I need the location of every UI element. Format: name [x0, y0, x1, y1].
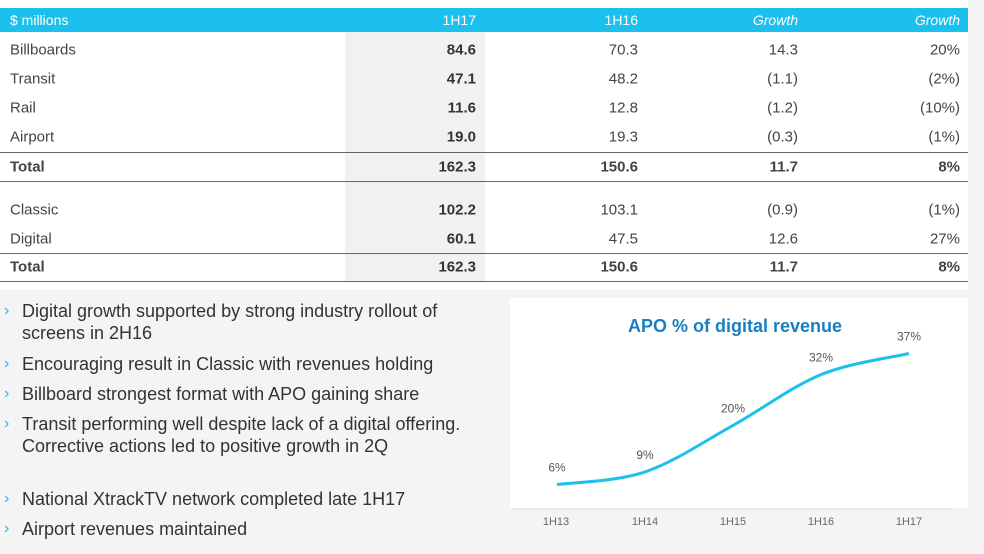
table-cell: 47.5 [608, 230, 638, 247]
table-cell: 70.3 [608, 41, 638, 58]
header-cell: 1H17 [442, 12, 476, 28]
x-tick-label: 1H13 [543, 516, 569, 528]
apo-chart [510, 298, 968, 508]
bullet-item: › Transit performing well despite lack of… [0, 413, 490, 457]
series-line [556, 352, 910, 487]
table-cell: Transit [10, 70, 56, 87]
table-cell: 14.3 [768, 41, 798, 58]
table-row: Transit 47.1 48.2 (1.1) (2%) [0, 64, 968, 93]
table-cell: 103.1 [600, 201, 638, 218]
data-label: 37% [897, 329, 921, 343]
table-row: Total 162.3 150.6 11.7 8% [0, 252, 968, 281]
table-cell: Digital [10, 230, 52, 247]
table-cell: 27% [929, 230, 960, 247]
table-cell: Classic [10, 201, 59, 218]
table-cell: 11.6 [447, 99, 476, 116]
table-cell: 60.1 [446, 230, 476, 247]
table-cell: 11.7 [769, 158, 798, 175]
table-row: Airport 19.0 19.3 (0.3) (1%) [0, 122, 968, 151]
table-cell: (1%) [928, 201, 960, 218]
table-cell: (10%) [919, 99, 960, 116]
bullet-item: › Digital growth supported by strong indu… [0, 300, 490, 344]
bullet-text: Billboard strongest format with APO gain… [22, 384, 420, 404]
divider [0, 181, 968, 182]
table-cell: 150.6 [600, 158, 638, 175]
table-cell: 19.0 [446, 128, 476, 145]
table-cell: (1.2) [767, 99, 798, 116]
table-cell: 48.2 [608, 70, 638, 87]
divider [0, 253, 968, 254]
chart-title: APO % of digital revenue [628, 316, 842, 336]
chevron-icon: › [4, 355, 10, 372]
header-cell: Growth [914, 12, 960, 28]
table-row: Billboards 84.6 70.3 14.3 20% [0, 35, 968, 64]
table-cell: 150.6 [600, 258, 638, 275]
table-cell: 12.8 [608, 99, 638, 116]
table-cell: Rail [10, 99, 36, 116]
x-tick-label: 1H17 [896, 516, 922, 528]
table-cell: 8% [938, 258, 960, 275]
data-label: 20% [721, 401, 745, 415]
table-cell: 47.1 [446, 70, 476, 87]
table-cell: 12.6 [768, 230, 798, 247]
header-cell: 1H16 [604, 12, 638, 28]
revenue-table: $ millions 1H17 1H16 Growth Growth Billb… [0, 0, 968, 290]
table-cell: (2%) [928, 70, 960, 87]
bullet-item: › Billboard strongest format with APO gai… [0, 383, 490, 405]
table-cell: 162.3 [438, 258, 476, 275]
table-cell: 11.7 [769, 258, 798, 275]
table-cell: 162.3 [438, 158, 476, 175]
table-cell: Total [10, 158, 45, 175]
table-cell: 19.3 [608, 128, 638, 145]
bullet-text: Encouraging result in Classic with reven… [22, 354, 434, 374]
data-label: 9% [636, 448, 654, 462]
x-tick-label: 1H16 [808, 516, 834, 528]
table-cell: (1.1) [767, 70, 798, 87]
chevron-icon: › [4, 302, 10, 319]
table-row: Rail 11.6 12.8 (1.2) (10%) [0, 93, 968, 122]
table-header: $ millions 1H17 1H16 Growth Growth [0, 8, 968, 32]
divider [0, 152, 968, 153]
divider [0, 281, 968, 282]
table-row: Total 162.3 150.6 11.7 8% [0, 152, 968, 181]
table-row: Digital 60.1 47.5 12.6 27% [0, 224, 968, 253]
data-label: 32% [809, 351, 833, 365]
highlight-column-1h17 [345, 32, 485, 282]
bullet-text: Airport revenues maintained [22, 519, 248, 539]
chevron-icon: › [4, 520, 10, 537]
table-cell: 20% [929, 41, 960, 58]
table-cell: Airport [10, 128, 55, 145]
x-tick-label: 1H15 [720, 516, 746, 528]
table-cell: (1%) [928, 128, 960, 145]
bullet-item: › National XtrackTV network completed lat… [0, 488, 490, 510]
header-cell: Growth [752, 12, 798, 28]
bullet-text: Transit performing well despite lack of … [22, 414, 461, 456]
bullet-text: National XtrackTV network completed late… [22, 489, 406, 509]
chevron-icon: › [4, 385, 10, 402]
data-label: 6% [548, 461, 566, 475]
table-cell: (0.9) [767, 201, 798, 218]
header-cell: $ millions [10, 12, 69, 28]
table-cell: Billboards [10, 41, 76, 58]
table-cell: Total [10, 258, 45, 275]
bullet-text: Digital growth supported by strong indus… [22, 301, 438, 343]
table-cell: 8% [938, 158, 960, 175]
chevron-icon: › [4, 490, 10, 507]
bullet-item: › Encouraging result in Classic with reve… [0, 353, 490, 375]
x-tick-label: 1H14 [632, 516, 658, 528]
table-cell: 102.2 [438, 201, 476, 218]
table-cell: (0.3) [767, 128, 798, 145]
chevron-icon: › [4, 415, 10, 432]
table-row: Classic 102.2 103.1 (0.9) (1%) [0, 195, 968, 224]
bullet-item: › Airport revenues maintained [0, 518, 490, 540]
table-cell: 84.6 [446, 41, 476, 58]
